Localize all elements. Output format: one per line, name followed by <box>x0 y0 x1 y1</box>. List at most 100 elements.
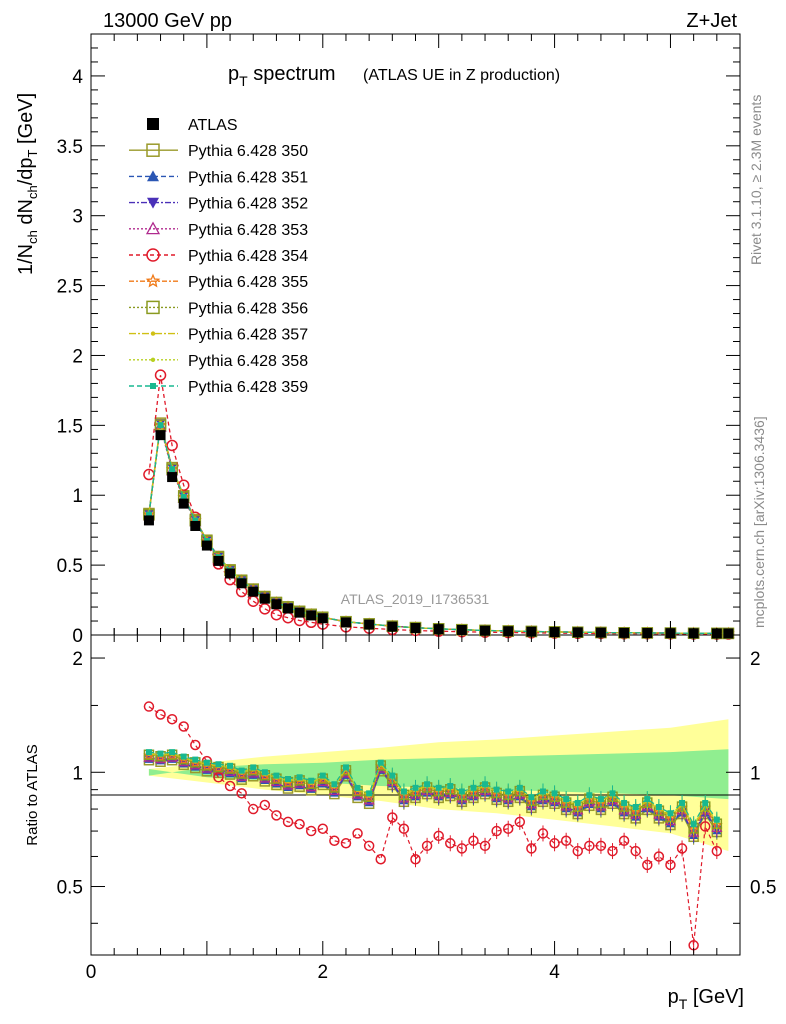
ylabel-part-0: 1/N <box>15 244 37 275</box>
ratio-point-5-18 <box>352 828 363 839</box>
ratio-point-10-38 <box>586 792 593 799</box>
ratio-point-5-23 <box>410 853 421 865</box>
ratio-point-10-36 <box>563 796 570 803</box>
legend-label-3: Pythia 6.428 352 <box>188 196 308 213</box>
atlas-point-10 <box>259 593 270 604</box>
legend-label-5: Pythia 6.428 354 <box>188 248 308 265</box>
ratio-point-10-12 <box>285 776 292 783</box>
top-series-line-10 <box>148 424 729 635</box>
top-point-5-10 <box>259 603 271 615</box>
ratio-ytick-label-1: 1 <box>72 763 83 784</box>
ylabel-part-1: ch <box>25 230 40 244</box>
ratio-point-10-18 <box>354 784 361 791</box>
ratio-point-10-29 <box>482 781 489 788</box>
ylabel-part-6: [GeV] <box>15 93 37 150</box>
legend-row-2: Pythia 6.428 351 <box>129 169 308 186</box>
atlas-point-7 <box>225 568 236 579</box>
ratio-point-5-15 <box>317 823 329 834</box>
ratio-point-5-40 <box>607 845 618 857</box>
top-point-5-11 <box>270 608 283 621</box>
process-label: Z+Jet <box>686 10 737 32</box>
legend-row-6: Pythia 6.428 355 <box>129 273 308 291</box>
top-ytick-label-0: 0 <box>72 626 83 647</box>
ratio-series-10 <box>145 749 720 833</box>
ratio-ytick-label-2: 2 <box>72 649 83 670</box>
top-ytick-label-2: 1 <box>72 486 83 507</box>
legend-label-1: Pythia 6.428 350 <box>188 143 308 160</box>
ratio-point-10-22 <box>400 788 407 795</box>
ratio-point-10-23 <box>412 784 419 791</box>
atlas-point-13 <box>294 607 305 618</box>
title-note: (ATLAS UE in Z production) <box>363 67 560 84</box>
legend-marker-8 <box>150 331 156 336</box>
ratio-point-10-8 <box>238 767 245 774</box>
side-url: mcplots.cern.ch [arXiv:1306.3436] <box>751 416 767 628</box>
ratio-point-10-41 <box>621 799 628 806</box>
legend-label-10: Pythia 6.428 359 <box>188 379 308 396</box>
legend-row-0: ATLAS <box>147 117 238 134</box>
legend-marker-3 <box>147 197 159 209</box>
ratio-point-5-44 <box>653 851 665 862</box>
ratio-point-5-22 <box>398 823 410 834</box>
ylabel-part-3: ch <box>25 185 40 199</box>
top-ytick-label-5: 2.5 <box>57 277 83 298</box>
ratio-point-10-27 <box>458 788 465 795</box>
ratio-point-10-43 <box>644 796 651 803</box>
legend-row-8: Pythia 6.428 357 <box>129 327 308 344</box>
ratio-point-10-6 <box>215 761 222 768</box>
title-sub: T <box>239 73 248 89</box>
ratio-point-10-40 <box>609 790 616 797</box>
ratio-point-5-11 <box>271 810 282 821</box>
ratio-ylabel: Ratio to ATLAS <box>24 744 41 845</box>
atlas-data-points <box>143 430 734 639</box>
ratio-ytick-label-0: 0.5 <box>57 878 83 899</box>
atlas-point-11 <box>271 599 282 610</box>
atlas-point-17 <box>364 619 375 630</box>
ratio-point-5-39 <box>595 840 607 852</box>
ratio-point-5-7 <box>224 780 236 792</box>
ratio-point-5-28 <box>468 835 479 847</box>
ratio-point-10-9 <box>250 764 257 771</box>
ratio-point-5-1 <box>155 709 166 720</box>
ratio-point-10-39 <box>597 796 604 803</box>
legend-row-10: Pythia 6.428 359 <box>129 379 308 396</box>
ratio-point-10-33 <box>528 794 535 801</box>
legend-marker-5 <box>146 248 160 262</box>
ratio-point-5-34 <box>537 828 549 839</box>
ratio-point-5-21 <box>387 812 398 823</box>
legend-row-5: Pythia 6.428 354 <box>129 248 308 265</box>
ratio-point-5-2 <box>166 713 178 725</box>
legend-label-4: Pythia 6.428 353 <box>188 222 308 239</box>
top-point-10-4 <box>192 517 199 524</box>
ratio-point-6-16 <box>328 782 341 794</box>
ratio-point-5-19 <box>363 840 375 852</box>
ylabel-part-4: /dp <box>15 157 37 185</box>
ratio-point-5-26 <box>445 838 456 849</box>
ratio-ytick-label-right-1: 1 <box>750 763 761 784</box>
atlas-point-6 <box>213 555 224 566</box>
ratio-point-10-32 <box>516 784 523 791</box>
atlas-point-9 <box>248 586 259 597</box>
ratio-point-10-28 <box>470 784 477 791</box>
ratio-series-5 <box>143 701 723 954</box>
atlas-point-33 <box>723 628 734 639</box>
ratio-point-10-26 <box>447 783 454 790</box>
ratio-point-10-20 <box>377 759 384 766</box>
atlas-point-16 <box>340 617 351 628</box>
ratio-point-5-49 <box>711 845 723 857</box>
ratio-point-10-37 <box>574 799 581 806</box>
top-point-5-1 <box>154 369 167 381</box>
top-point-10-1 <box>157 422 164 429</box>
ratio-point-5-24 <box>421 840 433 852</box>
ratio-point-5-31 <box>502 823 514 834</box>
ratio-point-5-35 <box>549 838 560 849</box>
ratio-point-5-38 <box>584 840 595 852</box>
analysis-id: ATLAS_2019_I1736531 <box>341 591 490 607</box>
ratio-point-5-41 <box>618 835 630 847</box>
legend-marker-7 <box>146 300 160 315</box>
xlabel-p: p <box>668 986 679 1008</box>
ratio-point-10-5 <box>203 759 210 766</box>
ratio-point-5-12 <box>282 816 294 828</box>
ratio-point-6-17 <box>340 765 352 777</box>
xtick-label-2: 4 <box>549 962 560 983</box>
